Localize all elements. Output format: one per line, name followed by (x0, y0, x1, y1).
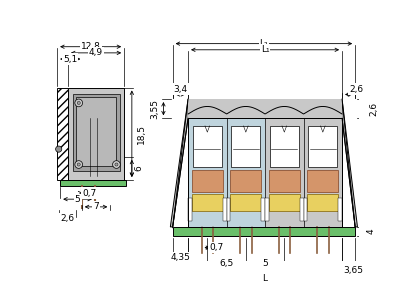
Circle shape (75, 161, 82, 168)
Circle shape (75, 99, 82, 107)
Circle shape (77, 163, 80, 166)
Bar (223, 197, 226, 222)
Bar (308, 194, 338, 211)
Circle shape (77, 101, 80, 105)
Circle shape (113, 161, 120, 168)
Bar (193, 126, 222, 167)
Bar (226, 197, 230, 222)
Bar (265, 197, 269, 222)
Text: 2,6: 2,6 (349, 85, 363, 93)
Bar (230, 171, 261, 192)
Bar (68, 88, 124, 180)
Text: 18,5: 18,5 (136, 124, 146, 144)
Bar (188, 197, 192, 222)
Text: L: L (262, 274, 268, 283)
Bar (188, 99, 342, 118)
Circle shape (115, 163, 118, 166)
Bar (300, 197, 304, 222)
Text: 4,9: 4,9 (89, 48, 103, 57)
Bar (269, 171, 300, 192)
Text: 5: 5 (262, 259, 268, 268)
Bar (308, 171, 338, 192)
Bar (270, 126, 299, 167)
Polygon shape (188, 106, 342, 118)
Text: 3,4: 3,4 (173, 85, 188, 93)
Bar (76, 97, 116, 166)
Bar (261, 197, 265, 222)
Bar (188, 118, 342, 227)
Text: 0,7: 0,7 (82, 188, 97, 197)
Bar (188, 118, 342, 227)
Bar (304, 197, 308, 222)
Text: 6,5: 6,5 (220, 259, 234, 268)
Text: 3,55: 3,55 (150, 99, 160, 119)
Text: 2,6: 2,6 (60, 214, 75, 223)
Bar (188, 118, 265, 227)
Text: 4: 4 (367, 229, 376, 234)
Text: 2,6: 2,6 (369, 102, 378, 116)
Bar (72, 94, 120, 171)
Bar (231, 126, 260, 167)
Bar (192, 194, 223, 211)
Text: 6: 6 (134, 166, 143, 171)
Polygon shape (170, 99, 188, 227)
Bar (60, 180, 126, 186)
Text: 5,1: 5,1 (63, 54, 77, 64)
Text: 5: 5 (75, 195, 80, 204)
Circle shape (56, 146, 62, 152)
Text: L₂: L₂ (260, 39, 268, 48)
Bar (269, 194, 300, 211)
Text: 3,65: 3,65 (343, 266, 363, 275)
Text: L₁: L₁ (261, 45, 269, 54)
Polygon shape (342, 99, 358, 227)
Bar (230, 194, 261, 211)
Text: 4,35: 4,35 (170, 253, 190, 262)
Text: 0,7: 0,7 (210, 243, 224, 252)
Bar (308, 126, 338, 167)
Text: 12,8: 12,8 (81, 42, 100, 51)
Bar (173, 227, 355, 236)
Text: 7: 7 (93, 202, 99, 211)
Bar (192, 171, 223, 192)
Bar (57, 88, 68, 180)
Bar (338, 197, 342, 222)
